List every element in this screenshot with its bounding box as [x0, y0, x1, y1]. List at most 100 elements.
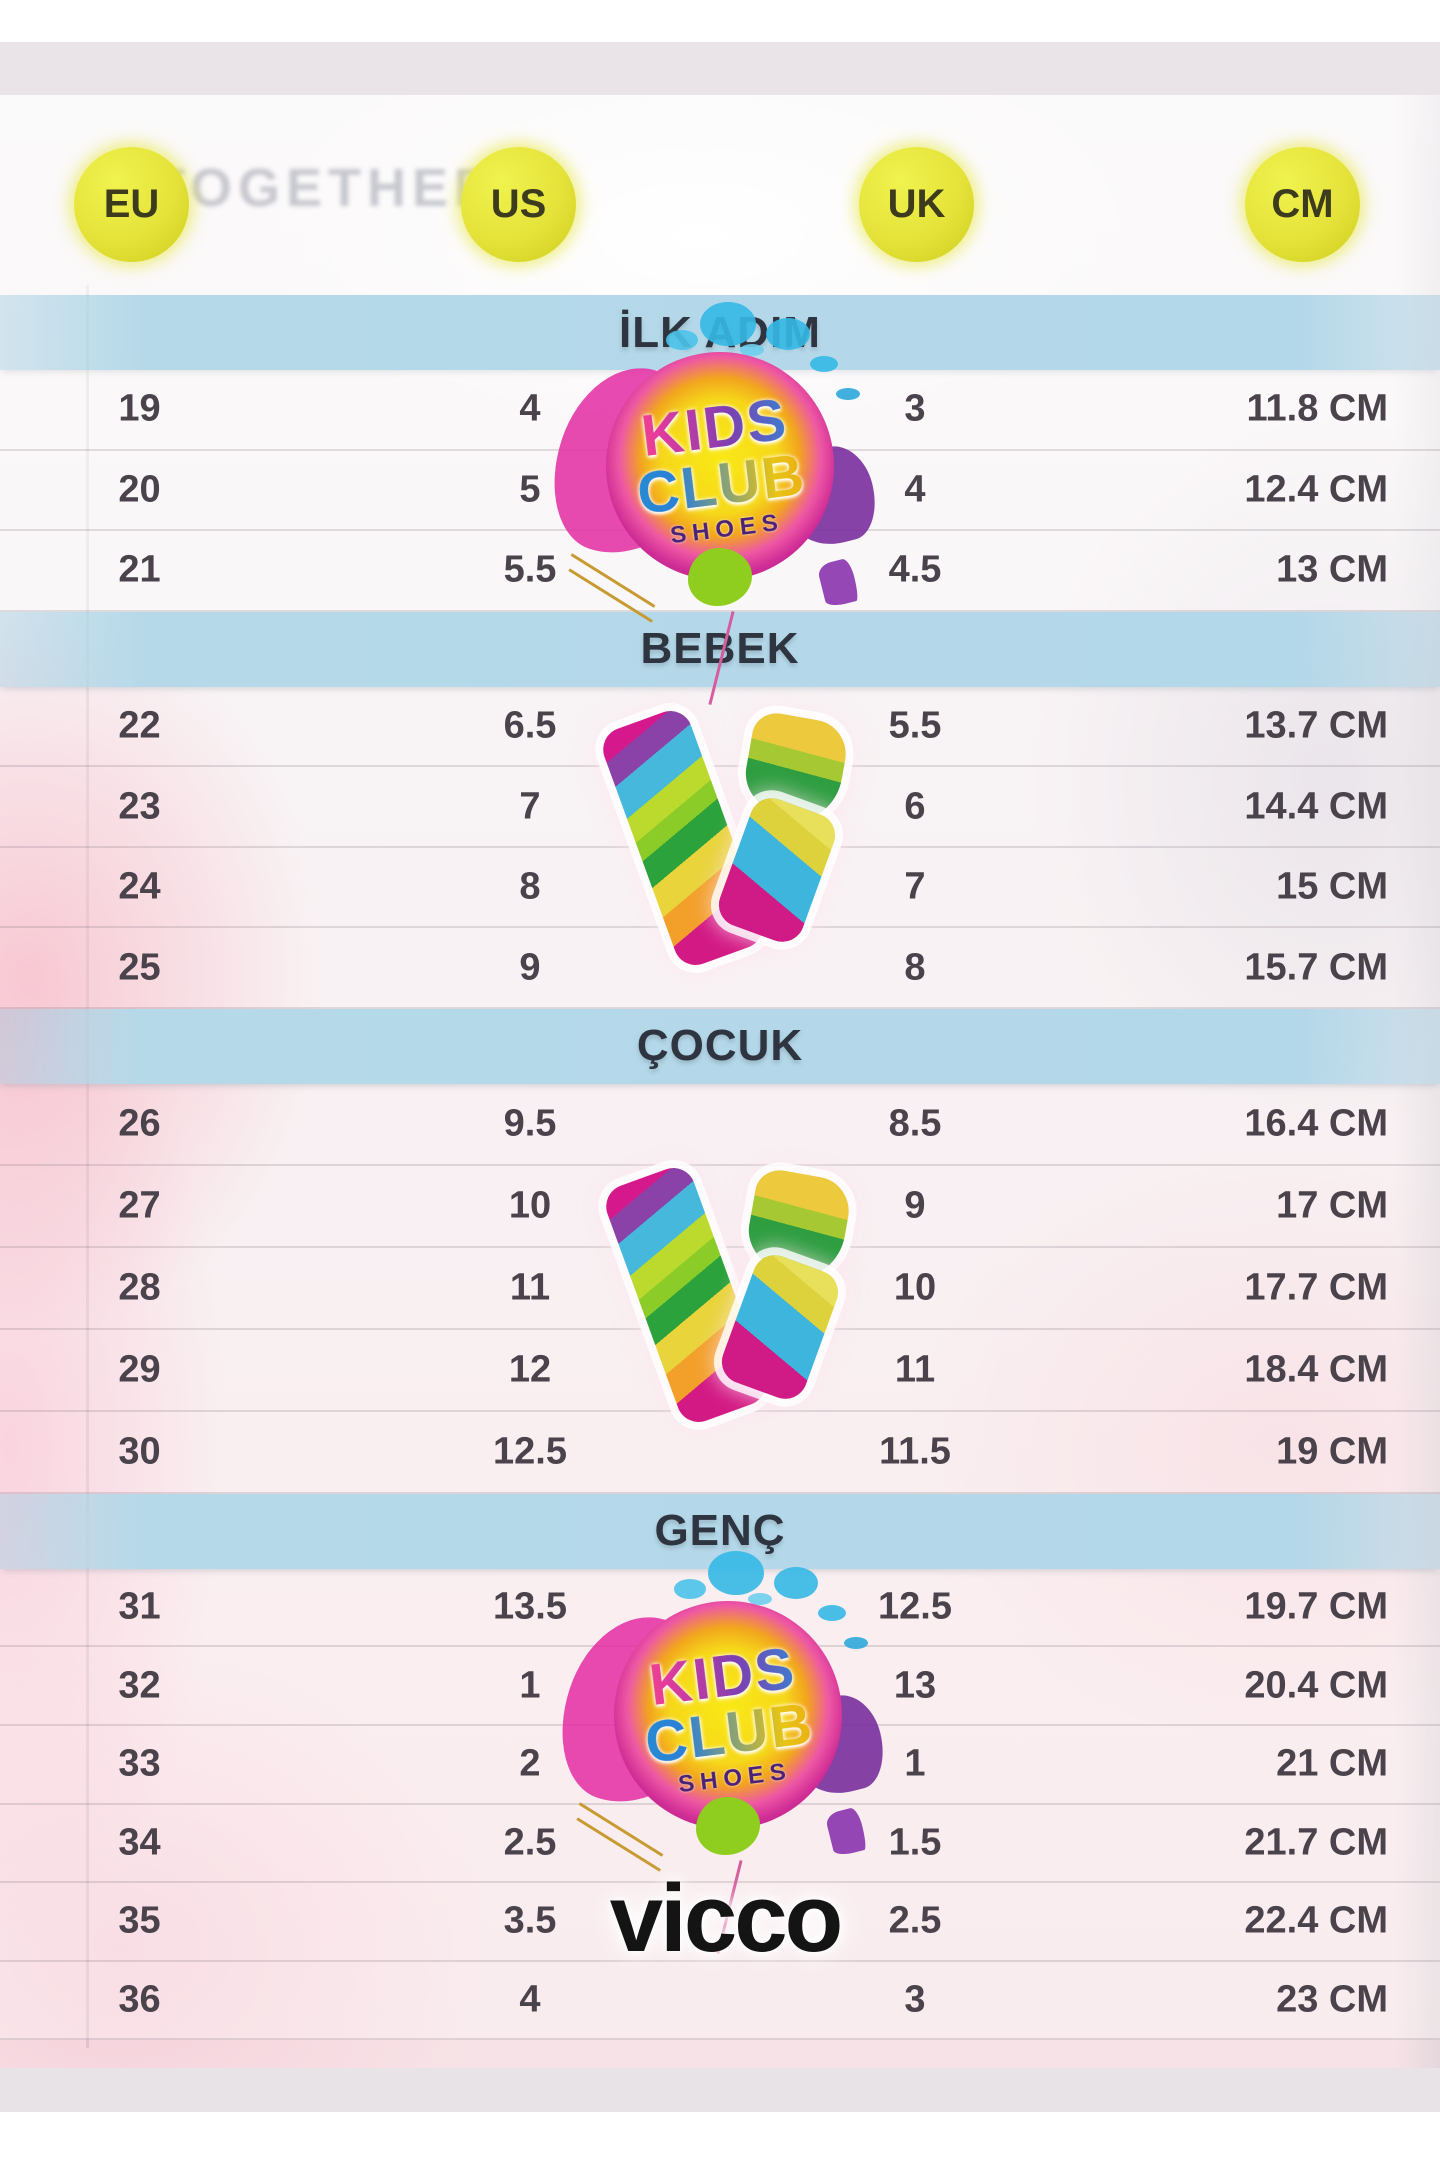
cell-us: 5: [519, 468, 541, 511]
logo-core-circle: [614, 1601, 842, 1829]
cell-eu: 36: [118, 1978, 161, 2021]
kids-club-logo: KIDS CLUB SHOES: [532, 302, 885, 705]
v-right-stroke: [715, 1248, 845, 1406]
cell-cm: 19.7 CM: [1244, 1585, 1388, 1628]
cell-cm: 21 CM: [1276, 1742, 1388, 1785]
cell-us: 2: [519, 1742, 541, 1785]
table-row: 22 6.5 5.5 13.7 CM: [0, 686, 1440, 768]
cell-us: 13.5: [493, 1585, 567, 1628]
cell-cm: 13.7 CM: [1244, 704, 1388, 747]
cell-uk: 9: [904, 1184, 926, 1227]
cell-us: 7: [519, 785, 541, 828]
cell-uk: 6: [904, 785, 926, 828]
cell-cm: 15.7 CM: [1244, 946, 1388, 989]
section-header: BEBEK: [0, 611, 1440, 687]
cell-us: 12.5: [493, 1430, 567, 1473]
cell-uk: 1: [904, 1742, 926, 1785]
cell-cm: 17 CM: [1276, 1184, 1388, 1227]
column-badge-uk: UK: [859, 147, 974, 262]
cell-uk: 11: [894, 1348, 936, 1391]
column-header-strip: TOGETHER EU US UK CM: [0, 95, 1440, 295]
section-title: GENÇ: [654, 1506, 786, 1556]
splash-cyan: [708, 1551, 764, 1595]
cell-us: 5.5: [503, 548, 557, 591]
vicco-v-logo: [588, 1161, 868, 1429]
column-badge-eu: EU: [74, 147, 189, 262]
kids-club-logo: KIDS CLUB SHOES: [540, 1551, 893, 1954]
table-row: 27 10 9 17 CM: [0, 1165, 1440, 1248]
cell-cm: 16.4 CM: [1244, 1102, 1388, 1145]
cell-eu: 23: [118, 785, 161, 828]
cell-cm: 13 CM: [1276, 548, 1388, 591]
splash-green: [688, 548, 752, 606]
photo-backdrop: TOGETHER EU US UK CM İLK ADIM 19 4 3 11.8 CM…: [0, 95, 1440, 2068]
cell-eu: 19: [118, 387, 161, 430]
cell-cm: 19 CM: [1276, 1430, 1388, 1473]
cell-uk: 13: [893, 1664, 937, 1707]
cell-us: 4: [519, 387, 541, 430]
cell-cm: 18.4 CM: [1244, 1348, 1388, 1391]
cell-uk: 4: [904, 468, 926, 511]
cell-uk: 4.5: [888, 548, 942, 591]
cell-uk: 1.5: [888, 1821, 942, 1864]
cell-eu: 30: [118, 1430, 161, 1473]
cell-us: 10: [508, 1184, 552, 1227]
cell-uk: 5.5: [888, 704, 942, 747]
cell-us: 12: [508, 1348, 552, 1391]
cell-cm: 11.8 CM: [1246, 387, 1388, 430]
table-row: 36 4 3 23 CM: [0, 1961, 1440, 2041]
vicco-wordmark: vicco: [609, 1865, 843, 1972]
cell-us: 8: [519, 865, 541, 908]
cell-cm: 15 CM: [1276, 865, 1388, 908]
cell-eu: 33: [118, 1742, 161, 1785]
cell-uk: 10: [893, 1266, 937, 1309]
cell-eu: 24: [118, 865, 161, 908]
cell-cm: 12.4 CM: [1244, 468, 1388, 511]
cell-uk: 8: [904, 946, 926, 989]
cell-eu: 25: [118, 946, 161, 989]
cell-cm: 17.7 CM: [1244, 1266, 1388, 1309]
splash-green: [696, 1797, 760, 1855]
v-right-stroke: [712, 791, 842, 949]
cell-uk: 2.5: [888, 1899, 942, 1942]
splash-cyan: [700, 302, 756, 346]
cell-cm: 14.4 CM: [1244, 785, 1388, 828]
logo-core-circle: [606, 352, 834, 580]
cell-eu: 31: [118, 1585, 161, 1628]
background-grid-line: [86, 285, 89, 2048]
cell-uk: 11.5: [879, 1430, 951, 1473]
cell-eu: 28: [118, 1266, 161, 1309]
cell-cm: 22.4 CM: [1244, 1899, 1388, 1942]
cell-eu: 21: [118, 548, 161, 591]
cell-eu: 22: [118, 704, 161, 747]
cell-eu: 34: [118, 1821, 161, 1864]
cell-cm: 23 CM: [1276, 1978, 1388, 2021]
column-badge-cm: CM: [1245, 147, 1360, 262]
cell-uk: 3: [904, 387, 926, 430]
table-row: 30 12.5 11.5 19 CM: [0, 1411, 1440, 1494]
section-title: ÇOCUK: [636, 1021, 804, 1071]
top-frame-band: [0, 42, 1440, 95]
cell-uk: 3: [904, 1978, 926, 2021]
cell-cm: 21.7 CM: [1244, 1821, 1388, 1864]
cell-us: 11: [509, 1266, 551, 1309]
cell-us: 2.5: [503, 1821, 557, 1864]
cell-eu: 26: [118, 1102, 161, 1145]
cell-uk: 8.5: [888, 1102, 942, 1145]
section-header: ÇOCUK: [0, 1008, 1440, 1084]
cell-us: 4: [519, 1978, 541, 2021]
cell-cm: 20.4 CM: [1244, 1664, 1388, 1707]
bottom-frame-band: [0, 2068, 1440, 2112]
table-row: 26 9.5 8.5 16.4 CM: [0, 1083, 1440, 1166]
cell-us: 9: [519, 946, 541, 989]
cell-us: 3.5: [503, 1899, 557, 1942]
cell-eu: 32: [118, 1664, 161, 1707]
background-photo-text: TOGETHER: [152, 158, 500, 218]
cell-us: 9.5: [503, 1102, 557, 1145]
cell-us: 1: [519, 1664, 541, 1707]
vicco-v-logo: [585, 704, 865, 972]
cell-eu: 29: [118, 1348, 161, 1391]
cell-us: 6.5: [503, 704, 557, 747]
splash-spike: [578, 1802, 664, 1857]
